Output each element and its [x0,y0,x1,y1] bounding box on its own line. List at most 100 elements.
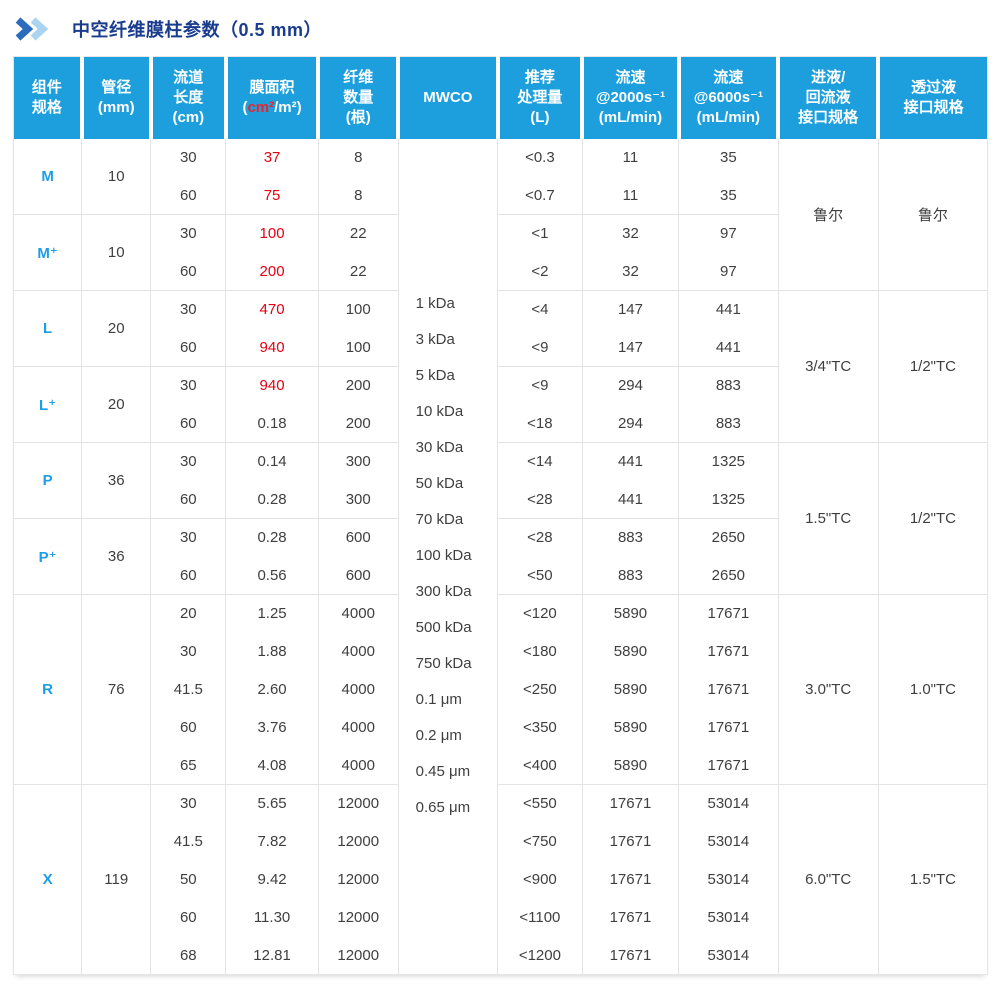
fiber-count-cell: 8 [317,176,399,215]
area-cell: 2.60 [225,670,319,709]
length-cell: 30 [150,138,226,177]
volume-cell: <50 [497,556,583,595]
length-cell: 60 [150,898,226,937]
flow-6000-cell: 1325 [678,442,779,481]
col-header-permeate-interface: 透过液 接口规格 [876,56,988,139]
flow-2000-cell: 5890 [581,708,679,747]
volume-cell: <28 [497,518,583,557]
fiber-count-cell: 100 [317,290,399,329]
diameter-cell: 36 [81,442,151,519]
length-cell: 60 [150,252,226,291]
table-row: 30 1.88 4000 <180 5890 17671 [14,632,988,671]
volume-cell: <4 [497,290,583,329]
volume-cell: <900 [497,860,583,899]
spec-label-cell: P⁺ [12,518,82,595]
length-cell: 68 [150,936,226,975]
area-unit-open: ( [242,98,248,116]
flow-6000-cell: 2650 [678,556,779,595]
spec-label-cell: X [12,784,82,975]
inlet-interface-cell: 3/4"TC [777,290,879,443]
flow-6000-cell: 441 [678,328,779,367]
fiber-count-cell: 100 [317,328,399,367]
flow-6000-cell: 53014 [678,898,779,937]
header-line: 纤维 [343,69,374,87]
diameter-cell: 76 [81,594,151,785]
flow-6000-cell: 35 [678,176,779,215]
table-row: 60 0.18 200 <18 294 883 [14,404,988,443]
mwco-value: 5 kDa [415,367,455,385]
header-row: 组件 规格 管径 (mm) 流道 长度 (cm) 膜面积 (cm²/m²) [13,56,988,139]
flow-6000-cell: 17671 [678,708,779,747]
flow-2000-cell: 17671 [581,860,679,899]
permeate-interface-cell: 1.0"TC [877,594,988,785]
fiber-count-cell: 12000 [317,898,399,937]
length-cell: 60 [150,328,226,367]
flow-6000-cell: 17671 [678,746,779,785]
mwco-value: 30 kDa [415,439,464,457]
col-header-diameter: 管径 (mm) [79,56,151,139]
diameter-cell: 119 [81,784,151,975]
table-row: 41.5 7.82 12000 <750 17671 53014 [14,822,988,861]
area-cell: 7.82 [225,822,319,861]
length-cell: 30 [150,442,226,481]
header-line: 流道 [173,69,204,87]
fiber-count-cell: 200 [317,366,399,405]
flow-6000-cell: 53014 [678,936,779,975]
header-line: 膜面积 [249,78,295,96]
length-cell: 60 [150,176,226,215]
length-cell: 30 [150,290,226,329]
col-header-component-spec: 组件 规格 [13,56,82,139]
diameter-cell: 10 [81,138,151,215]
length-cell: 60 [150,708,226,747]
mwco-value: 0.1 μm [415,691,462,709]
flow-6000-cell: 883 [678,404,779,443]
flow-6000-cell: 97 [678,214,779,253]
flow-2000-cell: 17671 [581,898,679,937]
area-cell: 0.28 [225,518,319,557]
table-row: 65 4.08 4000 <400 5890 17671 [14,746,988,785]
diameter-cell: 36 [81,518,151,595]
volume-cell: <120 [497,594,583,633]
flow-2000-cell: 147 [581,328,679,367]
fiber-count-cell: 12000 [317,822,399,861]
area-unit-m2: /m²) [274,98,302,116]
flow-6000-cell: 883 [678,366,779,405]
table-row: P 36 30 0.14 300 <14 441 1325 1.5"TC 1/2"TC [12,442,988,595]
volume-cell: <28 [497,480,583,519]
flow-2000-cell: 17671 [581,784,679,823]
table-body: M 10 30 37 8 1 kDa 3 kDa 5 kDa 10 kDa 30 kDa 50 kD… [12,138,988,975]
table-row: R 76 20 1.25 4000 <120 5890 17671 3.0"TC 1.0"TC [12,594,988,785]
flow-2000-cell: 11 [581,176,679,215]
inlet-interface-cell: 1.5"TC [777,442,879,595]
permeate-interface-cell: 1/2"TC [877,442,988,595]
header-line: @6000s⁻¹ [693,88,763,106]
flow-6000-cell: 1325 [678,480,779,519]
fiber-count-cell: 4000 [317,670,399,709]
area-cell: 11.30 [225,898,319,937]
area-cell: 0.18 [225,404,319,443]
flow-6000-cell: 441 [678,290,779,329]
table-row: 60 0.28 300 <28 441 1325 [14,480,988,519]
volume-cell: <1100 [497,898,583,937]
flow-2000-cell: 883 [581,518,679,557]
mwco-value: 0.65 μm [415,799,471,817]
flow-2000-cell: 5890 [581,670,679,709]
table-row: L 20 30 470 100 <4 147 441 3/4"TC 1/2"TC [12,290,988,443]
flow-6000-cell: 17671 [678,594,779,633]
flow-6000-cell: 97 [678,252,779,291]
fiber-count-cell: 12000 [317,860,399,899]
header-line: (mL/min) [598,108,663,126]
mwco-list: 1 kDa 3 kDa 5 kDa 10 kDa 30 kDa 50 kDa 70 kDa 1… [399,286,497,826]
flow-2000-cell: 5890 [581,594,679,633]
title-row: 中空纤维膜柱参数（0.5 mm） [13,10,988,48]
fiber-count-cell: 8 [317,138,399,177]
col-header-flow-2000: 流速 @2000s⁻¹ (mL/min) [580,56,679,139]
area-cell: 1.88 [225,632,319,671]
permeate-interface-cell: 鲁尔 [877,138,988,291]
col-header-recommended-volume: 推荐 处理量 (L) [495,56,583,139]
area-cell: 3.76 [225,708,319,747]
header-line: 推荐 [524,69,555,87]
area-cell: 75 [225,176,319,215]
header-line: 数量 [343,88,374,106]
spec-label-cell: R [12,594,82,785]
